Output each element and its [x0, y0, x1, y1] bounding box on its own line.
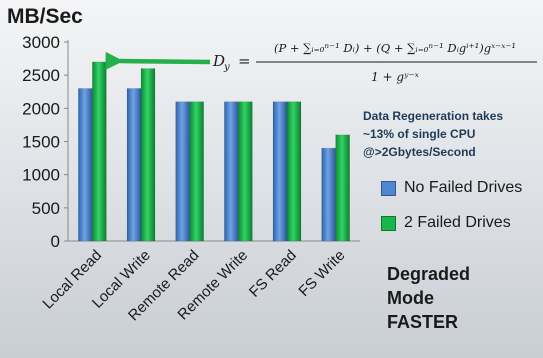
callout-line: Degraded: [387, 262, 537, 286]
legend-item-no-failed: No Failed Drives: [381, 174, 522, 202]
bar-two-failed: [238, 102, 252, 241]
formula-lhs-subscript: y: [223, 62, 230, 73]
formula-arrow: [120, 61, 210, 62]
y-tick-label: 2500: [22, 66, 60, 85]
y-tick-label: 0: [51, 232, 60, 251]
callout-line: Mode: [387, 286, 537, 310]
note-line: ~13% of single CPU: [363, 125, 541, 143]
bar-no-failed: [127, 88, 141, 241]
bar-no-failed: [224, 102, 238, 241]
y-axis-units: MB/Sec: [7, 5, 83, 29]
callout-line: FASTER: [387, 310, 537, 334]
formula-denominator: 1 + gʸ⁻ˣ: [371, 70, 420, 84]
bar-two-failed: [336, 135, 350, 241]
bar-no-failed: [273, 102, 287, 241]
bar-two-failed: [190, 102, 204, 241]
y-tick-labels: 0 500 1000 1500 2000 2500 3000: [22, 33, 60, 251]
formula-numerator: (P + ∑ᵢ₌₀ⁿ⁻¹ Dᵢ) + (Q + ∑ᵢ₌₀ⁿ⁻¹ Dᵢgⁱ⁺¹)g…: [274, 41, 516, 55]
legend: No Failed Drives 2 Failed Drives: [381, 174, 522, 244]
bar-two-failed: [92, 62, 106, 241]
formula: D y = (P + ∑ᵢ₌₀ⁿ⁻¹ Dᵢ) + (Q + ∑ᵢ₌₀ⁿ⁻¹ Dᵢ…: [212, 41, 537, 84]
note-line: Data Regeneration takes: [363, 107, 541, 125]
legend-swatch-green: [381, 216, 396, 231]
bar-two-failed: [287, 102, 301, 241]
degraded-mode-callout: Degraded Mode FASTER: [387, 262, 537, 334]
bar-no-failed: [176, 102, 190, 241]
regeneration-note: Data Regeneration takes ~13% of single C…: [363, 107, 541, 161]
legend-swatch-blue: [381, 181, 396, 196]
note-line: @>2Gbytes/Second: [363, 143, 541, 161]
x-tick-label: FS Read: [246, 247, 300, 301]
bar-no-failed: [322, 148, 336, 241]
y-tick-label: 500: [32, 199, 60, 218]
legend-item-two-failed: 2 Failed Drives: [381, 209, 522, 237]
y-tick-label: 3000: [22, 33, 60, 52]
bar-two-failed: [141, 69, 155, 241]
x-tick-label: FS Write: [295, 247, 348, 300]
formula-equals: =: [238, 52, 251, 70]
y-tick-label: 1500: [22, 133, 60, 152]
bar-no-failed: [78, 88, 92, 241]
legend-label: 2 Failed Drives: [404, 214, 511, 232]
y-tick-label: 2000: [22, 99, 60, 118]
bars-group: [78, 62, 349, 241]
axes: [64, 40, 360, 241]
legend-label: No Failed Drives: [404, 179, 522, 197]
y-tick-label: 1000: [22, 166, 60, 185]
